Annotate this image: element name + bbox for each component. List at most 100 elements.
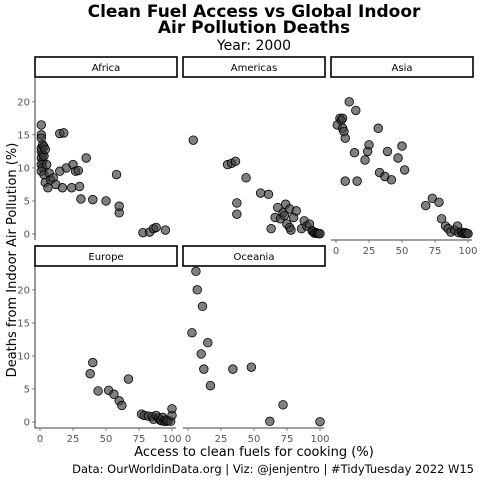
- data-point-asia: [344, 97, 354, 107]
- data-point-asia: [386, 175, 397, 185]
- x-tick-label-oceania: 75: [281, 434, 294, 445]
- data-point-asia: [399, 165, 410, 175]
- data-point-asia: [337, 113, 348, 124]
- data-point-asia: [349, 148, 360, 158]
- panel-asia: Asia 0 25 50 75 100: [330, 56, 478, 257]
- data-point-oceania: [199, 364, 209, 374]
- panel-europe: Europe 0 25 50 75 100 0 5 10 15 20: [17, 245, 182, 445]
- data-point-americas: [188, 135, 198, 145]
- strip-label-africa: Africa: [92, 63, 121, 74]
- strip-label-europe: Europe: [88, 252, 123, 263]
- chart-caption: Data: OurWorldinData.org | Viz: @jenjent…: [72, 462, 474, 476]
- data-point-americas: [255, 188, 266, 198]
- data-point-asia: [340, 176, 350, 186]
- x-tick-label-europe: 50: [100, 434, 113, 445]
- data-point-africa: [111, 169, 122, 180]
- data-point-asia: [421, 200, 431, 211]
- data-point-africa: [36, 120, 47, 130]
- data-point-oceania: [196, 349, 206, 359]
- data-point-americas: [232, 209, 242, 219]
- strip-label-asia: Asia: [392, 63, 413, 74]
- chart-title-line1: Clean Fuel Access vs Global Indoor: [88, 2, 421, 22]
- data-point-oceania: [197, 301, 208, 312]
- data-point-africa: [101, 196, 111, 206]
- data-point-africa: [41, 159, 52, 170]
- data-point-europe: [93, 386, 103, 396]
- data-point-oceania: [265, 416, 275, 427]
- x-tick-label-oceania: 25: [215, 434, 228, 445]
- data-point-americas: [291, 206, 301, 216]
- strip-box-americas: [182, 56, 326, 78]
- data-point-asia: [397, 141, 407, 151]
- data-point-oceania: [315, 416, 325, 427]
- y-tick-label-europe: 20: [17, 285, 30, 296]
- x-tick-label-europe: 0: [37, 434, 43, 445]
- y-tick-label-europe: 10: [17, 351, 30, 362]
- data-point-europe: [85, 369, 95, 379]
- y-tick-label-africa: 15: [17, 130, 30, 141]
- x-tick-label-europe: 25: [67, 434, 80, 445]
- y-tick-label-africa: 10: [17, 163, 30, 174]
- data-point-americas: [286, 225, 296, 235]
- strip-label-oceania: Oceania: [234, 252, 275, 263]
- strip-box-europe: [34, 245, 178, 267]
- data-point-europe: [88, 357, 98, 368]
- data-point-americas: [230, 156, 241, 167]
- data-point-americas: [263, 189, 274, 200]
- data-point-asia: [463, 228, 473, 239]
- x-tick-label-asia: 50: [396, 246, 409, 257]
- data-point-africa: [40, 144, 50, 155]
- chart-title-line2: Air Pollution Deaths: [158, 18, 350, 38]
- y-tick-label-africa: 20: [17, 97, 30, 108]
- data-point-americas: [241, 173, 251, 183]
- data-point-oceania: [205, 380, 216, 391]
- data-point-asia: [352, 176, 362, 186]
- x-tick-label-oceania: 0: [185, 434, 191, 445]
- data-point-africa: [59, 128, 69, 138]
- data-point-africa: [151, 222, 161, 233]
- x-axis-title: Access to clean fuels for cooking (%): [134, 445, 374, 460]
- y-tick-label-europe: 5: [24, 384, 30, 395]
- x-tick-label-europe: 100: [162, 434, 181, 445]
- chart-subtitle: Year: 2000: [216, 38, 291, 54]
- data-point-asia: [351, 105, 361, 116]
- data-point-africa: [57, 183, 68, 193]
- strip-box-africa: [34, 56, 178, 78]
- y-tick-label-europe: 0: [24, 418, 30, 429]
- data-point-oceania: [246, 362, 257, 372]
- strip-box-asia: [330, 56, 474, 78]
- x-tick-label-europe: 75: [133, 434, 146, 445]
- data-point-oceania: [203, 337, 213, 348]
- data-point-europe: [167, 404, 177, 414]
- x-tick-label-asia: 100: [458, 246, 477, 257]
- data-point-asia: [382, 146, 393, 157]
- data-point-americas: [266, 224, 276, 234]
- data-point-africa: [160, 225, 171, 235]
- panel-americas: Americas: [182, 56, 326, 239]
- data-point-africa: [73, 165, 83, 176]
- y-axis-title: Deaths from Indoor Air Pollution (%): [5, 143, 20, 378]
- y-tick-label-africa: 0: [24, 230, 30, 241]
- data-point-asia: [360, 155, 370, 165]
- data-point-asia: [393, 153, 403, 163]
- data-point-americas: [279, 210, 290, 221]
- x-tick-label-asia: 75: [429, 246, 442, 257]
- x-tick-label-oceania: 100: [310, 434, 329, 445]
- data-point-africa: [76, 194, 86, 204]
- data-point-europe: [123, 374, 134, 384]
- data-point-oceania: [187, 328, 197, 338]
- data-point-europe: [117, 400, 127, 411]
- data-point-americas: [232, 198, 242, 208]
- data-point-americas: [315, 228, 325, 239]
- y-tick-label-europe: 15: [17, 318, 30, 329]
- data-point-oceania: [192, 285, 202, 295]
- data-point-africa: [88, 194, 98, 205]
- data-point-oceania: [191, 266, 201, 277]
- strip-label-americas: Americas: [231, 63, 277, 74]
- data-point-asia: [340, 133, 350, 143]
- data-point-asia: [373, 123, 383, 133]
- data-point-asia: [436, 214, 447, 224]
- data-point-africa: [66, 183, 77, 193]
